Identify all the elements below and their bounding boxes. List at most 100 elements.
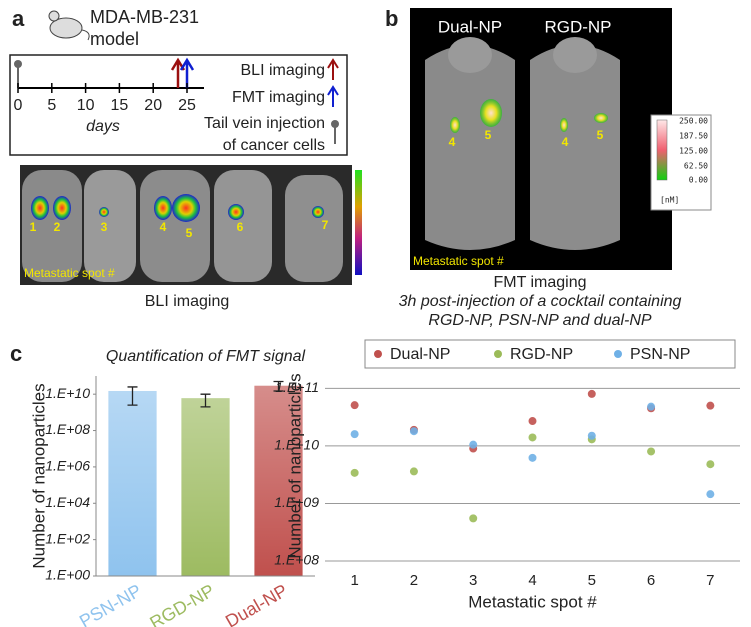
legend-text: RGD-NP bbox=[510, 346, 573, 363]
y-tick-label: 1.E+08 bbox=[274, 552, 319, 568]
group-label: RGD-NP bbox=[544, 17, 611, 36]
colorbar-label: 250.00 bbox=[679, 117, 708, 126]
legend-marker bbox=[494, 350, 502, 358]
point bbox=[350, 430, 359, 439]
spot-number: 7 bbox=[322, 218, 329, 232]
legend-marker bbox=[374, 350, 382, 358]
spot-number: 4 bbox=[160, 220, 167, 234]
timeline-tick-label: 25 bbox=[178, 97, 196, 114]
caption: FMT imaging bbox=[493, 274, 586, 291]
x-tick-label: 7 bbox=[706, 572, 714, 589]
point bbox=[350, 468, 359, 477]
y-tick-label: 1.E+02 bbox=[45, 530, 90, 546]
legend-marker bbox=[614, 350, 622, 358]
legend-pin bbox=[331, 120, 339, 128]
legend-text: Tail vein injection bbox=[204, 115, 325, 132]
spot-number: 4 bbox=[449, 135, 456, 149]
caption: RGD-NP, PSN-NP and dual-NP bbox=[428, 312, 652, 329]
colorbar-label: 0.00 bbox=[689, 176, 708, 185]
mouse-icon bbox=[48, 10, 90, 41]
legend-box bbox=[364, 339, 736, 369]
fmt-image bbox=[410, 8, 712, 270]
y-axis-label: Number of nanoparticles bbox=[285, 373, 304, 558]
spot-number: 2 bbox=[54, 220, 61, 234]
spot-number: 6 bbox=[237, 220, 244, 234]
bar-shine bbox=[254, 385, 303, 576]
x-tick-label: 5 bbox=[588, 572, 596, 589]
legend-text: FMT imaging bbox=[232, 89, 325, 106]
legend-text: Dual-NP bbox=[390, 346, 450, 363]
caption: BLI imaging bbox=[145, 293, 230, 310]
point bbox=[587, 389, 596, 398]
point bbox=[409, 467, 418, 476]
point bbox=[409, 427, 418, 436]
y-tick-label: 1.E+10 bbox=[45, 385, 90, 401]
error-bar bbox=[200, 393, 211, 408]
legend-text: PSN-NP bbox=[630, 346, 690, 363]
x-tick-label: 2 bbox=[410, 572, 418, 589]
point bbox=[528, 453, 537, 462]
timeline-unit: days bbox=[86, 118, 120, 135]
legend-arrow bbox=[327, 85, 339, 107]
bli-image bbox=[20, 165, 362, 285]
y-tick-label: 1.E+04 bbox=[45, 494, 90, 510]
timeline-ticks: 0 5 10 15 20 25 bbox=[14, 83, 196, 114]
x-tick-label: 6 bbox=[647, 572, 655, 589]
colorbar-label: 62.50 bbox=[684, 162, 708, 171]
model-name: MDA-MB-231 bbox=[90, 7, 199, 27]
point bbox=[350, 401, 359, 410]
x-tick-label: 4 bbox=[528, 572, 536, 589]
timeline-tick-label: 10 bbox=[77, 97, 95, 114]
caption: 3h post-injection of a cocktail containi… bbox=[399, 293, 682, 310]
colorbar-unit: [nM] bbox=[660, 196, 679, 205]
error-bar bbox=[127, 386, 138, 406]
y-tick-label: 1.E+00 bbox=[45, 567, 90, 583]
point bbox=[706, 460, 715, 469]
spot-caption: Metastatic spot # bbox=[24, 266, 115, 280]
bar-shine bbox=[181, 398, 230, 576]
point bbox=[587, 431, 596, 440]
chart-title: Quantification of FMT signal bbox=[106, 348, 306, 365]
point bbox=[469, 440, 478, 449]
spot-number: 1 bbox=[30, 220, 37, 234]
x-tick-label: 1 bbox=[350, 572, 358, 589]
timeline-tick-label: 15 bbox=[111, 97, 129, 114]
spot-caption: Metastatic spot # bbox=[413, 254, 504, 268]
point bbox=[528, 417, 537, 426]
legend-arrow bbox=[327, 58, 339, 80]
colorbar-label: 187.50 bbox=[679, 132, 708, 141]
point bbox=[469, 514, 478, 523]
legend-text: of cancer cells bbox=[223, 137, 325, 154]
injection-pin bbox=[14, 60, 22, 68]
panel-label: a bbox=[12, 6, 25, 31]
spot-number: 5 bbox=[186, 226, 193, 240]
legend-text: BLI imaging bbox=[241, 62, 326, 79]
x-tick-label: Dual-NP bbox=[222, 580, 291, 627]
model-name: model bbox=[90, 29, 139, 49]
point bbox=[706, 490, 715, 499]
x-tick-label: PSN-NP bbox=[76, 580, 145, 627]
spot-number: 5 bbox=[597, 128, 604, 142]
x-tick-label: 3 bbox=[469, 572, 477, 589]
x-axis-label: Metastatic spot # bbox=[468, 592, 597, 611]
y-tick-label: 1.E+10 bbox=[274, 437, 319, 453]
bar-shine bbox=[108, 390, 157, 576]
y-tick-label: 1.E+11 bbox=[275, 379, 319, 395]
spot-number: 4 bbox=[562, 135, 569, 149]
point bbox=[528, 433, 537, 442]
point bbox=[647, 447, 656, 456]
panel-label: b bbox=[385, 6, 398, 31]
y-tick-label: 1.E+08 bbox=[45, 421, 90, 437]
x-tick-label: RGD-NP bbox=[146, 580, 217, 627]
group-label: Dual-NP bbox=[438, 17, 502, 36]
panel-label: c bbox=[10, 341, 22, 366]
error-bar bbox=[273, 380, 284, 392]
y-tick-label: 1.E+09 bbox=[274, 494, 319, 510]
timeline-tick-label: 5 bbox=[47, 97, 56, 114]
colorbar-label: 125.00 bbox=[679, 147, 708, 156]
timeline-tick-label: 0 bbox=[14, 97, 23, 114]
point bbox=[706, 401, 715, 410]
spot-number: 5 bbox=[485, 128, 492, 142]
timeline-tick-label: 20 bbox=[144, 97, 162, 114]
